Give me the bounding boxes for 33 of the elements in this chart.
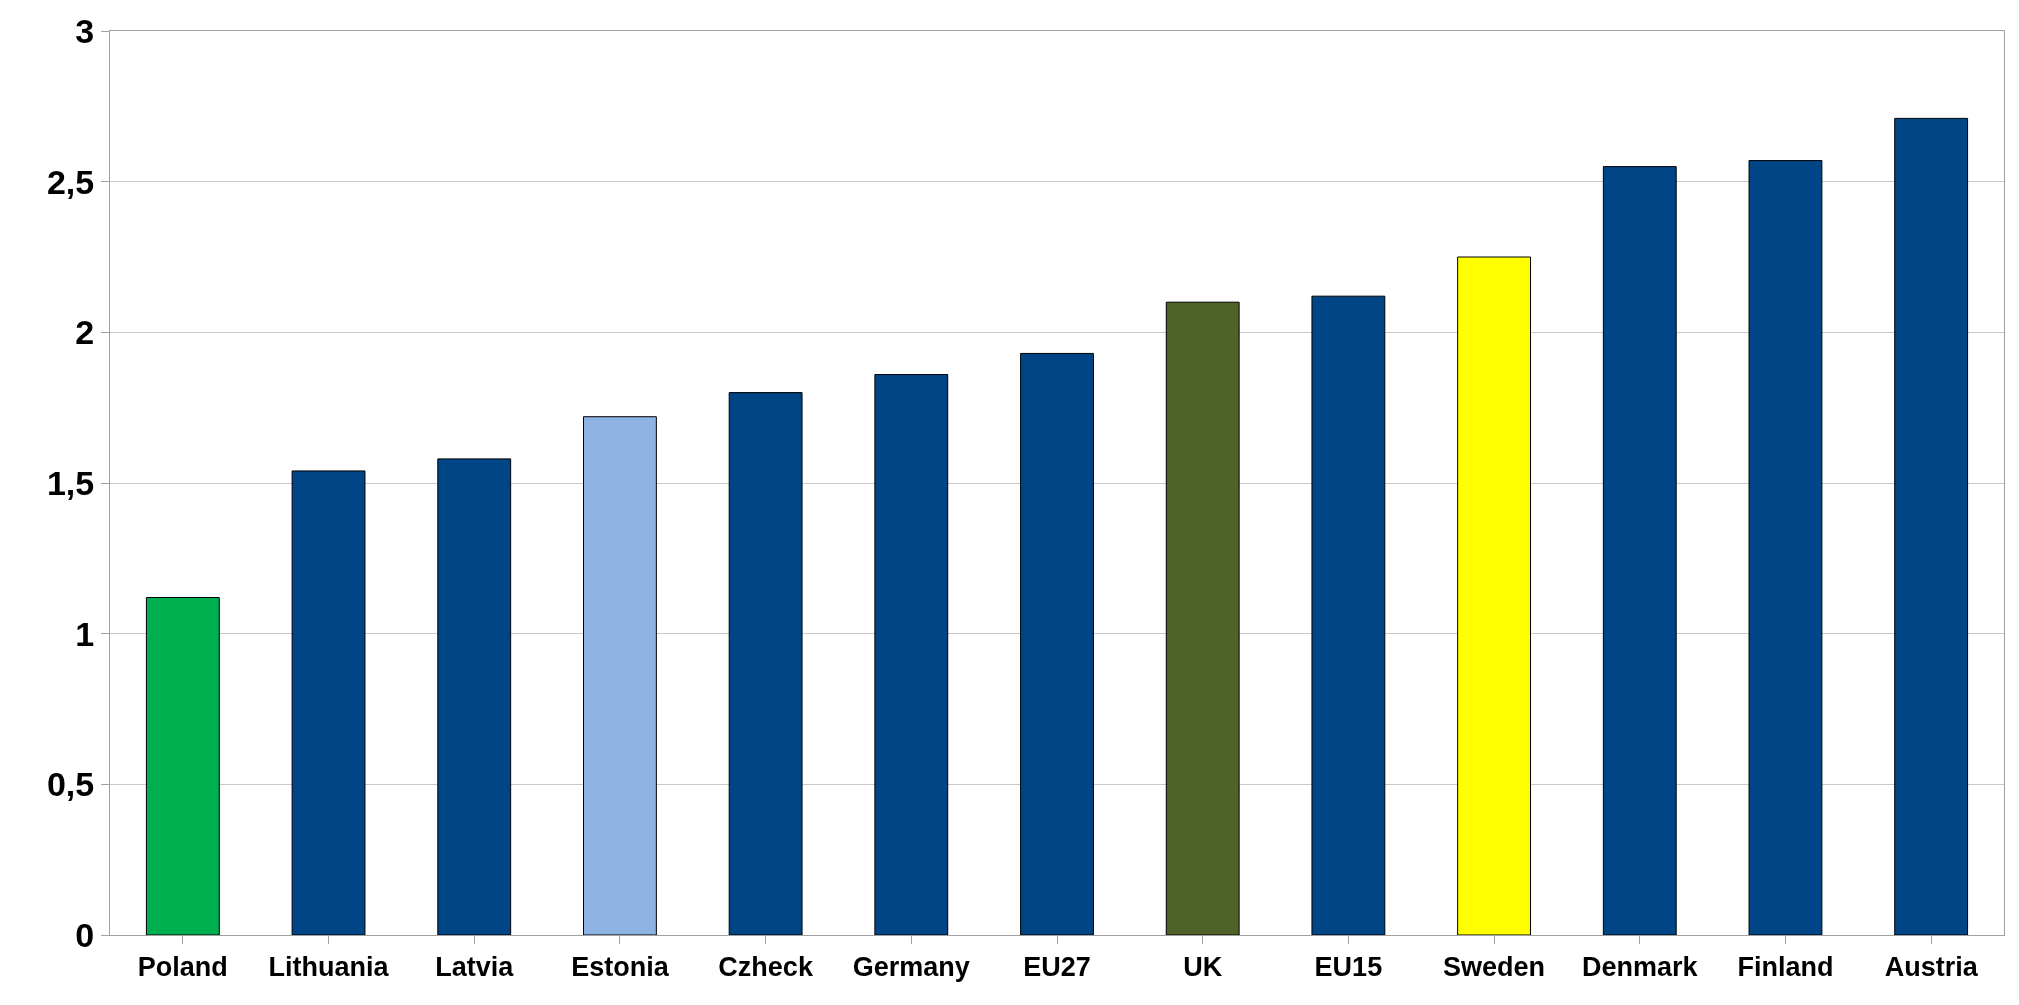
bar — [291, 470, 366, 935]
x-tick-label: EU15 — [1314, 952, 1383, 983]
y-tick-label: 2 — [75, 313, 95, 352]
y-tick-label: 2,5 — [46, 162, 95, 201]
x-tick-label: Latvia — [435, 952, 515, 983]
x-tick-label: Czheck — [718, 952, 814, 983]
bar — [1457, 256, 1531, 935]
y-tick-label: 0 — [75, 915, 95, 954]
bar — [1748, 160, 1823, 935]
x-tick-label: Estonia — [571, 952, 670, 983]
x-tick-label: Sweden — [1443, 952, 1546, 983]
x-tick-label: Denmark — [1581, 952, 1699, 983]
y-tick-label: 3 — [75, 11, 95, 50]
y-tick-label: 0,5 — [46, 765, 95, 804]
bar — [1165, 301, 1240, 935]
bar — [145, 597, 220, 935]
bar — [1602, 166, 1677, 935]
y-tick-label: 1 — [75, 614, 95, 653]
x-tick-label: Finland — [1737, 952, 1834, 983]
x-tick-label: Germany — [852, 952, 970, 983]
x-tick-label: Poland — [137, 952, 228, 983]
bar — [728, 392, 803, 935]
x-tick-label: Austria — [1884, 952, 1979, 983]
bar — [874, 374, 949, 935]
bar — [1020, 352, 1094, 935]
y-tick-label: 1,5 — [46, 463, 95, 502]
bar — [1311, 295, 1386, 935]
bar — [583, 416, 657, 935]
x-tick-label: UK — [1183, 952, 1223, 983]
x-tick-label: Lithuania — [268, 952, 390, 983]
bar — [437, 458, 512, 935]
x-tick-label: EU27 — [1023, 952, 1091, 983]
bar — [1894, 117, 1969, 935]
